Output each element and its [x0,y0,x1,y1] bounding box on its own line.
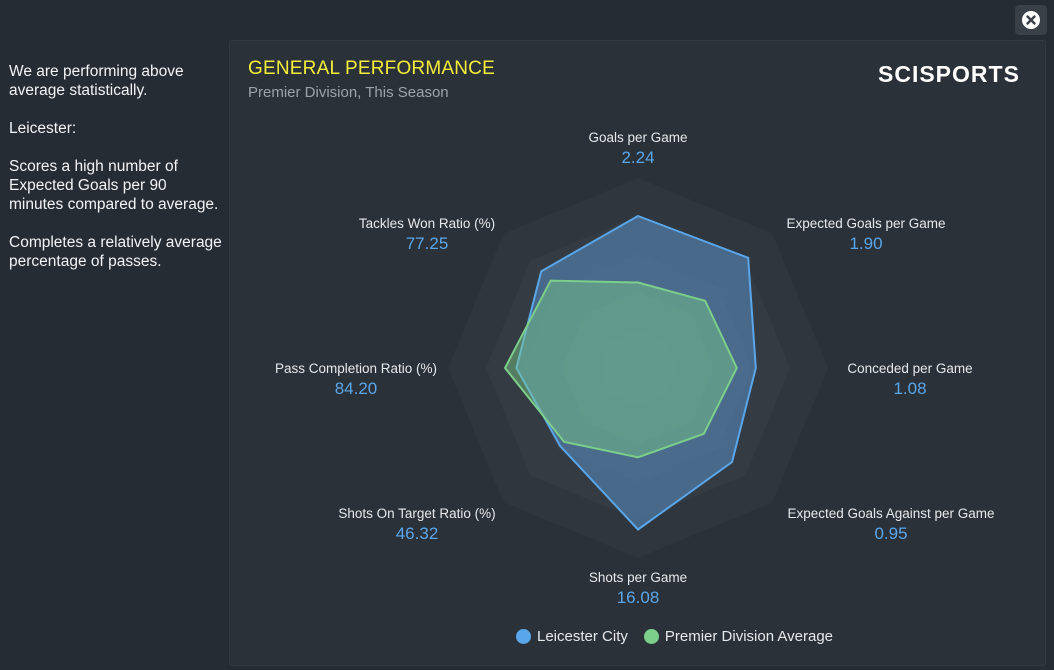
axis-value: 16.08 [616,588,660,607]
axis-value: 1.90 [849,234,883,253]
axis-value: 46.32 [395,524,439,543]
series-premier-division-average [503,279,738,459]
axis-name: Shots per Game [588,570,688,585]
axis-label-7: Pass Completion Ratio (%) 84.20 [275,361,437,399]
insight-point-2: Completes a relatively average percentag… [9,234,222,270]
close-icon [1022,11,1040,29]
chart-legend: Leicester City Premier Division Average [516,628,849,645]
scisports-logo: SCISPORTS [878,61,1020,87]
legend-dot-average [643,629,659,644]
axis-name: Shots On Target Ratio (%) [338,506,496,521]
axis-name: Tackles Won Ratio (%) [358,216,496,231]
axis-label-6: Shots On Target Ratio (%) 46.32 [338,506,495,544]
panel-title: GENERAL PERFORMANCE [248,58,495,79]
legend-label-average: Premier Division Average [664,628,834,645]
axis-label-8: Tackles Won Ratio (%) 77.25 [359,216,495,254]
axis-name: Pass Completion Ratio (%) [274,361,438,376]
axis-value: 0.95 [874,524,908,543]
axis-label-4: Expected Goals Against per Game 0.95 [787,506,994,544]
axis-name: Goals per Game [588,130,688,145]
axis-value: 2.24 [621,148,655,167]
axis-value: 1.08 [893,379,927,398]
insight-text: We are performing above average statisti… [9,62,224,290]
axis-label-3: Conceded per Game 1.08 [847,361,972,399]
legend-label-team: Leicester City [537,628,628,645]
legend-item-team: Leicester City [516,628,628,645]
axis-name: Conceded per Game [847,361,973,376]
axis-name: Expected Goals Against per Game [787,506,995,521]
close-button[interactable] [1015,5,1047,35]
insight-summary: We are performing above average statisti… [9,63,184,99]
logo-text: SCISPORTS [878,61,1020,87]
axis-name: Expected Goals per Game [786,216,946,231]
insight-team-heading: Leicester: [9,120,77,137]
axis-value: 77.25 [405,234,449,253]
axis-label-5: Shots per Game 16.08 [589,570,687,608]
insight-point-1: Scores a high number of Expected Goals p… [9,158,219,213]
axis-value: 84.20 [334,379,378,398]
axis-label-2: Expected Goals per Game 1.90 [786,216,945,254]
axis-label-1: Goals per Game 2.24 [588,130,687,168]
panel-subtitle: Premier Division, This Season [248,84,449,101]
legend-item-average: Premier Division Average [643,628,834,645]
legend-dot-team [516,629,531,644]
series-leicester-city [515,214,757,531]
